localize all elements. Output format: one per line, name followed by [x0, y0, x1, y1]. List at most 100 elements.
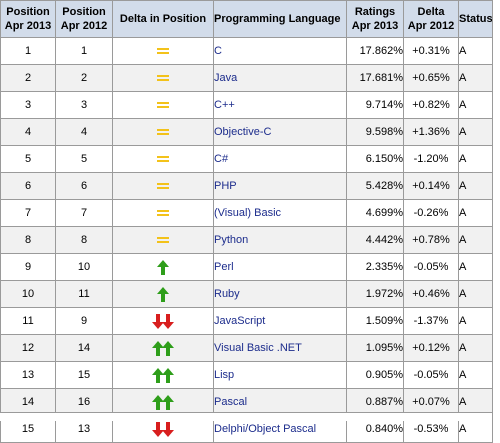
position-2012-cell: 1 [55, 37, 113, 65]
language-cell: (Visual) Basic [213, 199, 347, 227]
status-cell: A [458, 307, 493, 335]
up-arrow-icon [152, 367, 174, 383]
delta-position-cell [112, 334, 214, 362]
header-programming-language: Programming Language [213, 0, 347, 38]
up-arrow-icon [157, 259, 169, 275]
position-2013-cell: 4 [0, 118, 56, 146]
table-row: 1 1 C 17.862% +0.31% A [0, 37, 493, 65]
position-2013-cell: 12 [0, 334, 56, 362]
rating-cell: 2.335% [346, 253, 404, 281]
delta-rating-cell: +0.82% [403, 91, 459, 119]
equals-icon [157, 128, 169, 136]
position-2013-cell: 7 [0, 199, 56, 227]
rating-cell: 9.714% [346, 91, 404, 119]
status-cell: A [458, 334, 493, 362]
rating-cell: 9.598% [346, 118, 404, 146]
position-2013-cell: 6 [0, 172, 56, 200]
delta-position-cell [112, 226, 214, 254]
language-cell: Pascal [213, 388, 347, 416]
delta-position-cell [112, 172, 214, 200]
rating-cell: 6.150% [346, 145, 404, 173]
rating-cell: 4.699% [346, 199, 404, 227]
header-position-2013-line1: Position [6, 6, 50, 18]
position-2013-cell: 1 [0, 37, 56, 65]
delta-rating-cell: -0.05% [403, 253, 459, 281]
delta-position-cell [112, 199, 214, 227]
header-position-2013-line2: Apr 2013 [4, 20, 52, 32]
rating-cell: 17.862% [346, 37, 404, 65]
table-row: 5 5 C# 6.150% -1.20% A [0, 145, 493, 173]
position-2012-cell: 5 [55, 145, 113, 173]
header-delta-rating-line1: Delta [417, 6, 445, 18]
header-position-2013: Position Apr 2013 [0, 0, 56, 38]
delta-rating-cell: +0.14% [403, 172, 459, 200]
language-cell: C# [213, 145, 347, 173]
position-2013-cell: 13 [0, 361, 56, 389]
delta-rating-cell: -0.26% [403, 199, 459, 227]
delta-position-cell [112, 280, 214, 308]
table-row: 6 6 PHP 5.428% +0.14% A [0, 172, 493, 200]
status-cell: A [458, 145, 493, 173]
position-2013-cell: 10 [0, 280, 56, 308]
header-ratings: Ratings Apr 2013 [346, 0, 404, 38]
up-arrow-icon [152, 340, 174, 356]
position-2013-cell: 3 [0, 91, 56, 119]
table-row: 13 15 Lisp 0.905% -0.05% A [0, 361, 493, 389]
delta-rating-cell: +0.46% [403, 280, 459, 308]
down-arrow-icon [152, 421, 174, 437]
status-cell: A [458, 91, 493, 119]
status-cell: A [458, 64, 493, 92]
equals-icon [157, 236, 169, 244]
header-status: Status [458, 0, 493, 38]
up-arrow-icon [152, 394, 174, 410]
table-row: 9 10 Perl 2.335% -0.05% A [0, 253, 493, 281]
delta-position-cell [112, 253, 214, 281]
position-2013-cell: 11 [0, 307, 56, 335]
language-cell: JavaScript [213, 307, 347, 335]
position-2012-cell: 8 [55, 226, 113, 254]
delta-rating-cell: +0.65% [403, 64, 459, 92]
delta-rating-cell: +0.12% [403, 334, 459, 362]
equals-icon [157, 74, 169, 82]
position-2013-cell: 5 [0, 145, 56, 173]
position-2012-cell: 11 [55, 280, 113, 308]
language-cell: PHP [213, 172, 347, 200]
position-2012-cell: 7 [55, 199, 113, 227]
position-2012-cell: 10 [55, 253, 113, 281]
status-cell: A [458, 37, 493, 65]
header-ratings-line2: Apr 2013 [351, 20, 399, 32]
delta-position-cell [112, 361, 214, 389]
position-2012-cell: 15 [55, 361, 113, 389]
delta-position-cell [112, 91, 214, 119]
header-position-2012-line2: Apr 2012 [60, 20, 108, 32]
position-2012-cell: 4 [55, 118, 113, 146]
position-2013-cell: 14 [0, 388, 56, 416]
equals-icon [157, 209, 169, 217]
delta-rating-cell: +1.36% [403, 118, 459, 146]
rating-cell: 1.972% [346, 280, 404, 308]
table-row: 4 4 Objective-C 9.598% +1.36% A [0, 118, 493, 146]
language-cell: Java [213, 64, 347, 92]
header-position-2012: Position Apr 2012 [55, 0, 113, 38]
delta-rating-cell: +0.07% [403, 388, 459, 416]
position-2012-cell: 3 [55, 91, 113, 119]
header-position-2012-line1: Position [62, 6, 106, 18]
language-cell: Objective-C [213, 118, 347, 146]
header-row: Position Apr 2013 Position Apr 2012 Delt… [0, 0, 493, 38]
header-delta-rating: Delta Apr 2012 [403, 0, 459, 38]
status-cell: A [458, 388, 493, 416]
rating-cell: 1.095% [346, 334, 404, 362]
position-2013-cell: 9 [0, 253, 56, 281]
table-row: 11 9 JavaScript 1.509% -1.37% A [0, 307, 493, 335]
language-cell: Perl [213, 253, 347, 281]
table-row: 7 7 (Visual) Basic 4.699% -0.26% A [0, 199, 493, 227]
rating-cell: 0.905% [346, 361, 404, 389]
position-2012-cell: 14 [55, 334, 113, 362]
status-cell: A [458, 253, 493, 281]
delta-position-cell [112, 37, 214, 65]
status-cell: A [458, 118, 493, 146]
rating-cell: 17.681% [346, 64, 404, 92]
delta-rating-cell: -1.37% [403, 307, 459, 335]
delta-position-cell [112, 118, 214, 146]
